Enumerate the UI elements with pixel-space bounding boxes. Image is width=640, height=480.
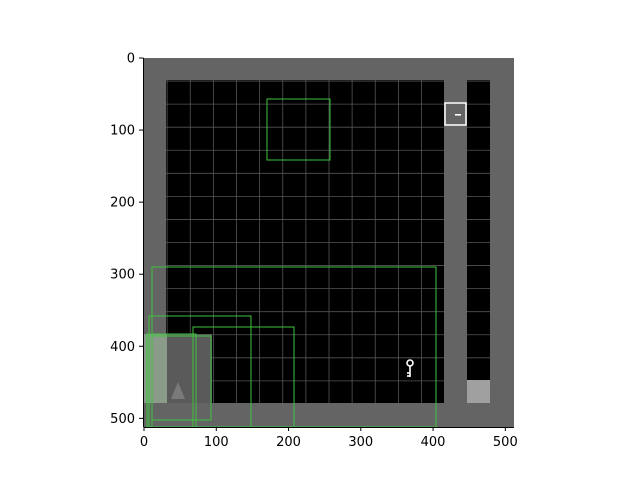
side-corridor-floor: [467, 80, 490, 380]
x-tick-label: 100: [204, 435, 229, 450]
overlay-box: [151, 335, 212, 421]
y-tick-label: 500: [110, 412, 135, 427]
y-tick-label: 200: [110, 196, 135, 211]
x-tick-label: 300: [348, 435, 373, 450]
overlay-box: [266, 98, 331, 161]
axes-frame: [143, 58, 514, 428]
main-room-floor: [166, 80, 444, 403]
x-tick-label: 400: [421, 435, 446, 450]
locked-door-icon: [444, 102, 467, 126]
y-tick-label: 300: [110, 268, 135, 283]
agent-triangle-icon: [171, 382, 185, 399]
y-tick-label: 100: [110, 124, 135, 139]
x-tick-label: 200: [276, 435, 301, 450]
y-tick-label: 0: [127, 52, 135, 67]
game-board: [144, 58, 514, 428]
agent-view-shade: [144, 334, 167, 403]
y-tick-label: 400: [110, 340, 135, 355]
x-tick-label: 500: [493, 435, 518, 450]
key-icon: [406, 359, 414, 377]
x-tick-label: 0: [140, 435, 148, 450]
floor-grid: [166, 80, 490, 403]
x-axis-ticks: 0 100 200 300 400 500: [140, 427, 518, 450]
goal-tile: [467, 380, 490, 403]
y-axis-ticks: 0 100 200 300 400 500: [110, 52, 144, 427]
